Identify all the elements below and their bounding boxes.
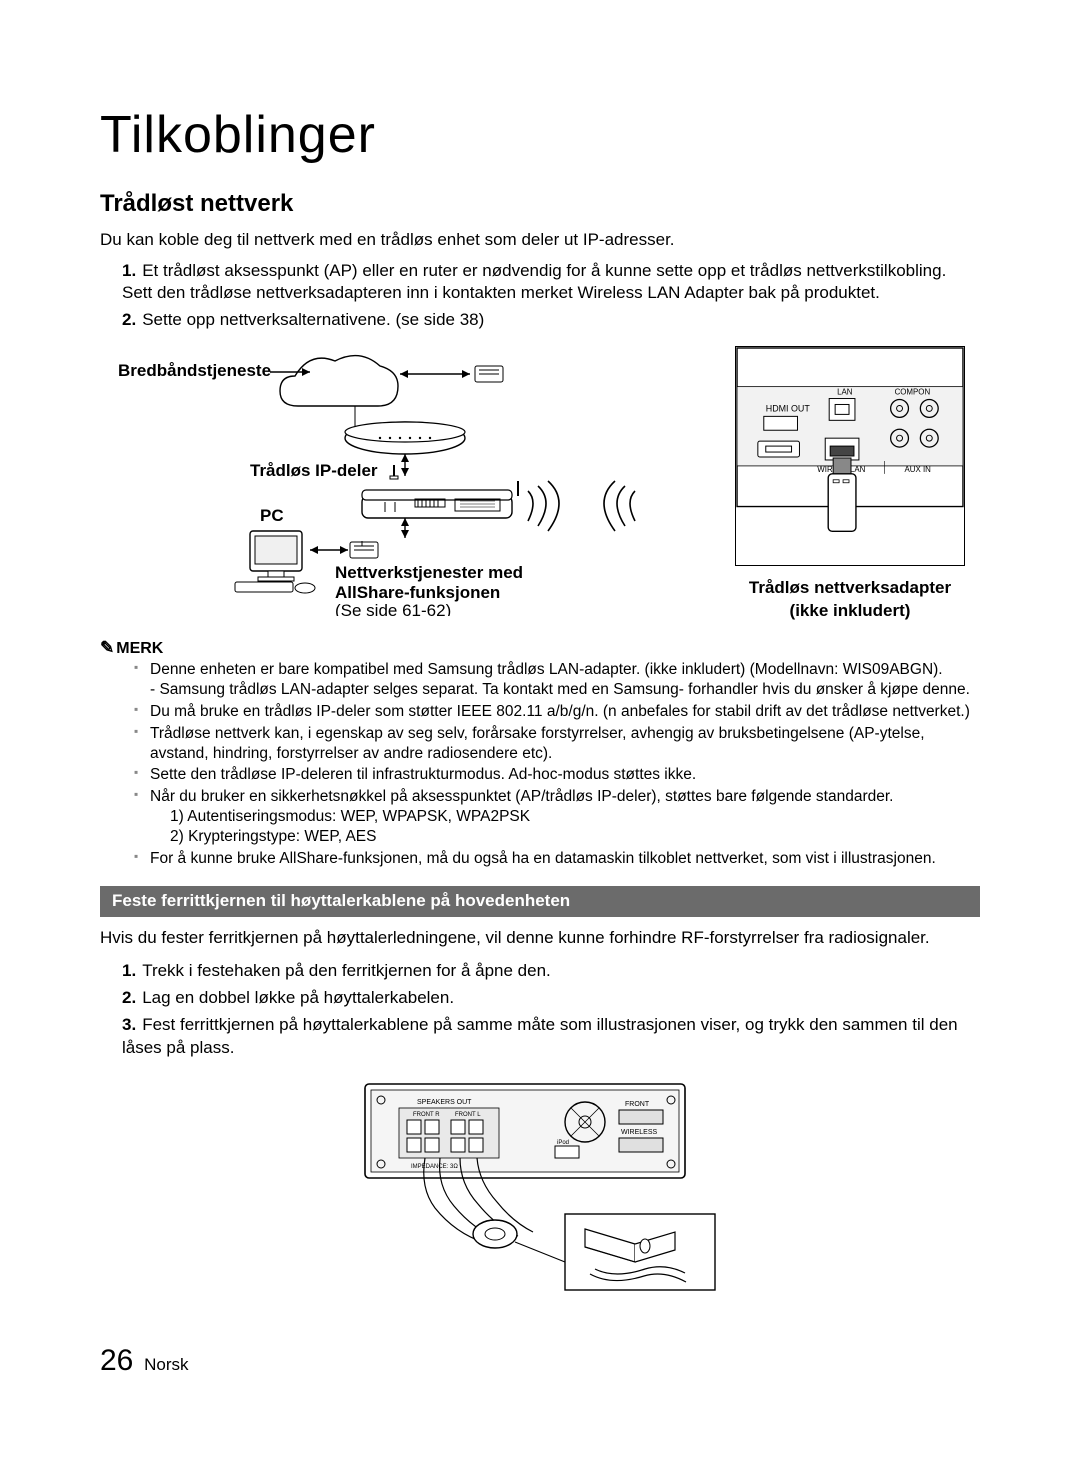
allshare-line1: Nettverkstjenester med — [335, 563, 523, 582]
port-lan: LAN — [837, 388, 853, 397]
rear-speakers: SPEAKERS OUT — [417, 1099, 472, 1106]
merk-item: Når du bruker en sikkerhetsnøkkel på aks… — [134, 787, 980, 846]
ferrite-step: 2.Lag en dobbel løkke på høyttalerkabele… — [122, 987, 980, 1010]
page-number: 26 — [100, 1344, 133, 1377]
merk-item: Du må bruke en trådløs IP-deler som støt… — [134, 702, 980, 722]
intro-text: Du kan koble deg til nettverk med en trå… — [100, 229, 980, 252]
pc-label: PC — [260, 506, 284, 525]
ferrite-step: 3.Fest ferrittkjernen på høyttalerkablen… — [122, 1014, 980, 1060]
merk-text: MERK — [116, 640, 163, 657]
ferrite-step: 1.Trekk i festehaken på den ferritkjerne… — [122, 960, 980, 983]
see-page: (Se side 61-62) — [335, 601, 451, 616]
section-title: Trådløst nettverk — [100, 188, 980, 220]
ferrite-diagram: SPEAKERS OUT FRONT R FRONT L IMPEDANCE: 3… — [100, 1074, 980, 1301]
rear-wireless: WIRELESS — [621, 1129, 658, 1136]
adapter-svg: HDMI OUT LAN COMPON WIREL LAN AUX IN — [735, 346, 965, 566]
network-svg: Bredbåndstjeneste Trådløs IP-dele — [100, 346, 640, 616]
top-steps: 1.Et trådløst aksesspunkt (AP) eller en … — [122, 260, 980, 333]
page-footer: 26 Norsk — [100, 1341, 980, 1382]
step-2: 2.Sette opp nettverksalternativene. (se … — [122, 309, 980, 332]
step-text: Et trådløst aksesspunkt (AP) eller en ru… — [122, 261, 946, 303]
diagram-left: Bredbåndstjeneste Trådløs IP-dele — [100, 346, 700, 623]
rear-front: FRONT — [625, 1101, 650, 1108]
merk-item: For å kunne bruke AllShare-funksjonen, m… — [134, 849, 980, 869]
broadband-label: Bredbåndstjeneste — [118, 361, 271, 380]
page-title: Tilkoblinger — [100, 100, 980, 170]
port-lan2: LAN — [850, 465, 866, 474]
adapter-label-1: Trådløs nettverksadapter — [720, 577, 980, 600]
section-bar: Feste ferrittkjernen til høyttalerkablen… — [100, 886, 980, 917]
merk-sub: 2) Krypteringstype: WEP, AES — [170, 827, 980, 847]
wireless-ip-label: Trådløs IP-deler — [250, 461, 378, 480]
diagram-right: HDMI OUT LAN COMPON WIREL LAN AUX IN — [720, 346, 980, 623]
port-hdmi: HDMI OUT — [766, 404, 811, 414]
port-compon: COMPON — [895, 388, 931, 397]
rear-imp: IMPEDANCE: 3Ω — [411, 1164, 458, 1170]
merk-heading: ✎MERK — [100, 637, 980, 660]
merk-item: Denne enheten er bare kompatibel med Sam… — [134, 660, 980, 700]
network-diagram: Bredbåndstjeneste Trådløs IP-dele — [100, 346, 980, 623]
svg-text:FRONT L: FRONT L — [455, 1112, 481, 1118]
adapter-label-2: (ikke inkludert) — [720, 600, 980, 623]
merk-sub: 1) Autentiseringsmodus: WEP, WPAPSK, WPA… — [170, 807, 980, 827]
page-language: Norsk — [144, 1355, 188, 1374]
svg-text:iPod: iPod — [557, 1140, 569, 1146]
svg-text:FRONT R: FRONT R — [413, 1112, 440, 1118]
ferrite-intro: Hvis du fester ferritkjernen på høyttale… — [100, 927, 980, 950]
ferrite-steps: 1.Trekk i festehaken på den ferritkjerne… — [122, 960, 980, 1060]
ferrite-svg: SPEAKERS OUT FRONT R FRONT L IMPEDANCE: 3… — [355, 1074, 725, 1294]
merk-list: Denne enheten er bare kompatibel med Sam… — [134, 660, 980, 868]
step-1: 1.Et trådløst aksesspunkt (AP) eller en … — [122, 260, 980, 306]
merk-item: Sette den trådløse IP-deleren til infras… — [134, 765, 980, 785]
allshare-line2: AllShare-funksjonen — [335, 583, 500, 602]
port-aux: AUX IN — [905, 465, 932, 474]
step-text: Sette opp nettverksalternativene. (se si… — [142, 310, 484, 329]
merk-item: Trådløse nettverk kan, i egenskap av seg… — [134, 724, 980, 764]
note-icon: ✎ — [100, 638, 114, 657]
